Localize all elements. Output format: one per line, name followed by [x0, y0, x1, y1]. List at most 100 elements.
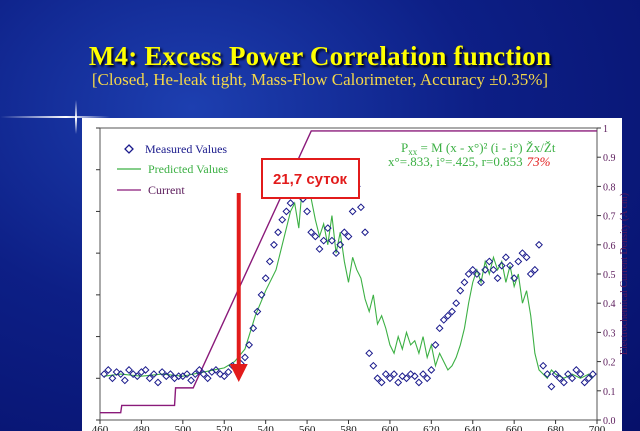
measured-point: [315, 245, 324, 253]
measured-point: [415, 378, 423, 387]
fit-percent-text: 73%: [527, 154, 551, 169]
legend-measured-label: Measured Values: [145, 142, 227, 156]
y-tick-label: -1: [85, 415, 94, 427]
measured-point: [120, 376, 129, 385]
measured-point: [278, 215, 287, 224]
measured-point: [154, 378, 162, 387]
x-tick-label: 560: [299, 424, 316, 431]
measured-point: [195, 366, 204, 374]
measured-point: [481, 265, 490, 274]
measured-point: [477, 278, 485, 287]
measured-point: [357, 203, 365, 212]
measured-point: [427, 366, 436, 374]
measured-point: [485, 257, 494, 266]
y2-tick-label: 0.5: [603, 270, 616, 281]
measured-point: [145, 374, 154, 383]
measured-point: [518, 249, 527, 258]
fit-params-text: x°=.833, i°=.425, r=0.853: [388, 154, 523, 169]
measured-point: [489, 265, 498, 274]
measured-series-layer: [100, 178, 597, 391]
y2-tick-label: 0.4: [603, 299, 616, 310]
measured-point: [514, 257, 523, 266]
y-tick-label: 5: [89, 165, 95, 177]
y2-tick-label: 0.1: [603, 387, 616, 398]
measured-point: [100, 370, 109, 379]
y2-tick-label: 0.6: [603, 241, 616, 252]
slide-subtitle: [Closed, He-leak tight, Mass-Flow Calori…: [91, 70, 549, 89]
slide-title: M4: Excess Power Correlation function: [88, 41, 552, 71]
measured-point: [203, 374, 212, 383]
measured-point: [166, 370, 175, 379]
measured-point: [369, 361, 378, 370]
y-tick-label: 4: [89, 206, 95, 218]
y2-tick-label: 0.9: [603, 153, 616, 164]
measured-point: [510, 274, 519, 283]
measured-point: [526, 270, 535, 278]
measured-point: [129, 370, 138, 379]
current-series-layer: [100, 130, 597, 414]
measured-point: [390, 370, 398, 379]
x-tick-label: 660: [506, 424, 523, 431]
measured-point: [224, 368, 233, 376]
predicted-series-layer: [104, 177, 594, 380]
measured-point: [443, 311, 452, 320]
x-tick-label: 480: [133, 424, 150, 431]
measured-point: [220, 372, 229, 381]
measured-point: [588, 370, 597, 379]
measured-point: [435, 324, 444, 333]
measured-point: [530, 265, 539, 274]
measured-point: [452, 299, 461, 308]
y2-tick-label: 1: [603, 124, 608, 135]
y2-tick-label: 0.7: [603, 212, 616, 223]
legend: Measured Values Predicted Values Current: [117, 142, 228, 197]
measured-point: [332, 249, 340, 258]
x-tick-label: 460: [92, 424, 109, 431]
measured-point: [245, 341, 254, 349]
y-tick-label: 1: [89, 332, 95, 344]
measured-point: [133, 372, 142, 381]
measured-point: [522, 253, 531, 262]
measured-point: [431, 341, 440, 349]
x-tick-label: 580: [340, 424, 357, 431]
measured-point: [183, 370, 191, 379]
measured-point: [564, 370, 572, 379]
measured-point: [112, 368, 121, 376]
measured-point: [241, 353, 249, 362]
lens-flare-horizontal: [0, 116, 110, 118]
measured-point: [249, 324, 258, 333]
x-tick-label: 620: [423, 424, 440, 431]
x-tick-label: 500: [175, 424, 192, 431]
legend-measured-marker: [124, 144, 134, 154]
measured-point: [501, 253, 510, 262]
measured-point: [406, 370, 415, 379]
y-tick-label: 0: [89, 373, 95, 385]
measured-point: [410, 372, 419, 381]
measured-point: [141, 366, 150, 374]
measured-point: [394, 378, 403, 387]
measured-point: [158, 368, 167, 376]
measured-point: [580, 378, 589, 387]
measured-point: [543, 370, 552, 379]
measured-point: [460, 278, 469, 287]
measured-point: [323, 224, 332, 233]
measured-point: [468, 265, 477, 274]
measured-point: [535, 240, 543, 249]
annotation: 21,7 суток: [229, 158, 360, 382]
y-tick-label: 2: [89, 290, 95, 302]
y2-tick-label: 0.3: [603, 328, 616, 339]
measured-point: [555, 374, 564, 383]
y2-tick-label: 0.0: [603, 416, 616, 427]
x-tick-label: 540: [257, 424, 274, 431]
measured-point: [497, 261, 506, 270]
measured-point: [584, 374, 593, 383]
measured-point: [419, 370, 427, 379]
legend-predicted-label: Predicted Values: [148, 162, 228, 176]
x-tick-label: 640: [465, 424, 482, 431]
measured-point: [344, 232, 353, 241]
annotation-arrow-head: [229, 364, 248, 382]
measured-point: [559, 378, 568, 387]
measured-point: [373, 374, 382, 383]
measured-point: [216, 370, 225, 379]
y2-tick-label: 0.2: [603, 358, 616, 369]
